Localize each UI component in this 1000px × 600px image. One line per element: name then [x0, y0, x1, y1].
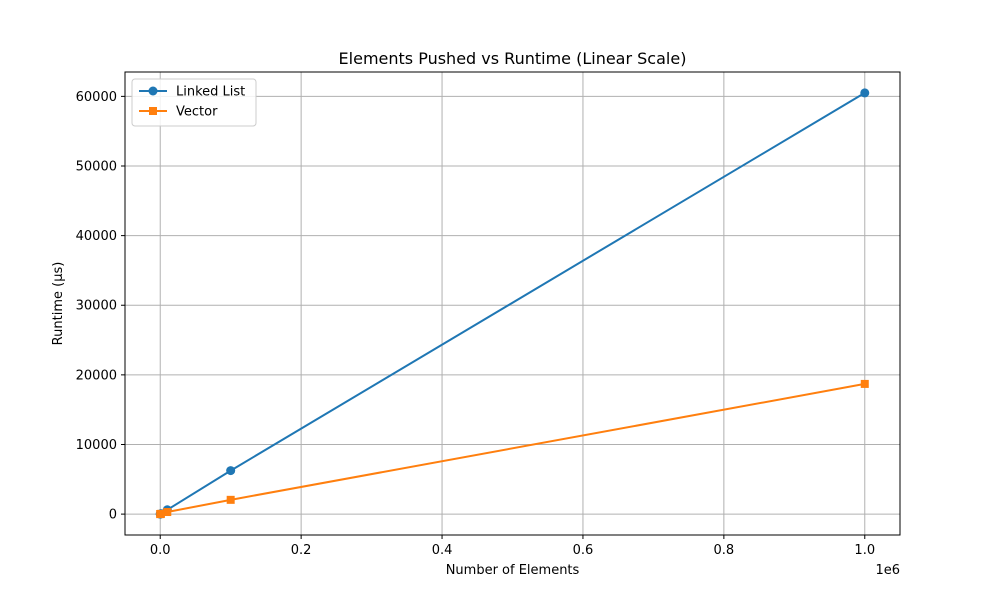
x-axis-offset-label: 1e6: [875, 563, 900, 578]
y-tick-label: 20000: [76, 368, 117, 383]
y-tick-label: 10000: [76, 438, 117, 453]
y-tick-label: 40000: [76, 229, 117, 244]
y-axis-label: Runtime (µs): [51, 262, 66, 346]
y-tick-label: 50000: [76, 159, 117, 174]
data-point: [860, 88, 870, 98]
chart-title: Elements Pushed vs Runtime (Linear Scale…: [339, 49, 687, 68]
ticks: 0.0 0.2 0.4 0.6 0.8 1.0 0 10000 20000 30000 40000 5…: [76, 90, 875, 558]
x-tick-label: 0.2: [291, 543, 312, 558]
x-tick-label: 1.0: [854, 543, 875, 558]
y-tick-label: 60000: [76, 90, 117, 105]
data-point: [860, 379, 869, 388]
data-point: [226, 466, 236, 476]
legend-marker: [148, 86, 158, 96]
x-tick-label: 0.0: [150, 543, 171, 558]
y-tick-label: 30000: [76, 299, 117, 314]
series-layer: [155, 88, 870, 519]
legend-label: Linked List: [176, 85, 245, 100]
x-tick-label: 0.6: [573, 543, 594, 558]
legend-label: Vector: [176, 105, 218, 120]
data-point: [163, 508, 172, 517]
legend-marker: [149, 107, 157, 115]
data-point: [226, 495, 235, 504]
y-tick-label: 0: [109, 508, 117, 523]
x-tick-label: 0.8: [714, 543, 735, 558]
x-axis-label: Number of Elements: [446, 563, 580, 578]
x-tick-label: 0.4: [432, 543, 453, 558]
data-point: [156, 509, 165, 518]
grid: [125, 72, 900, 535]
legend: Linked List Vector: [131, 78, 257, 127]
plot-frame: [124, 71, 901, 536]
